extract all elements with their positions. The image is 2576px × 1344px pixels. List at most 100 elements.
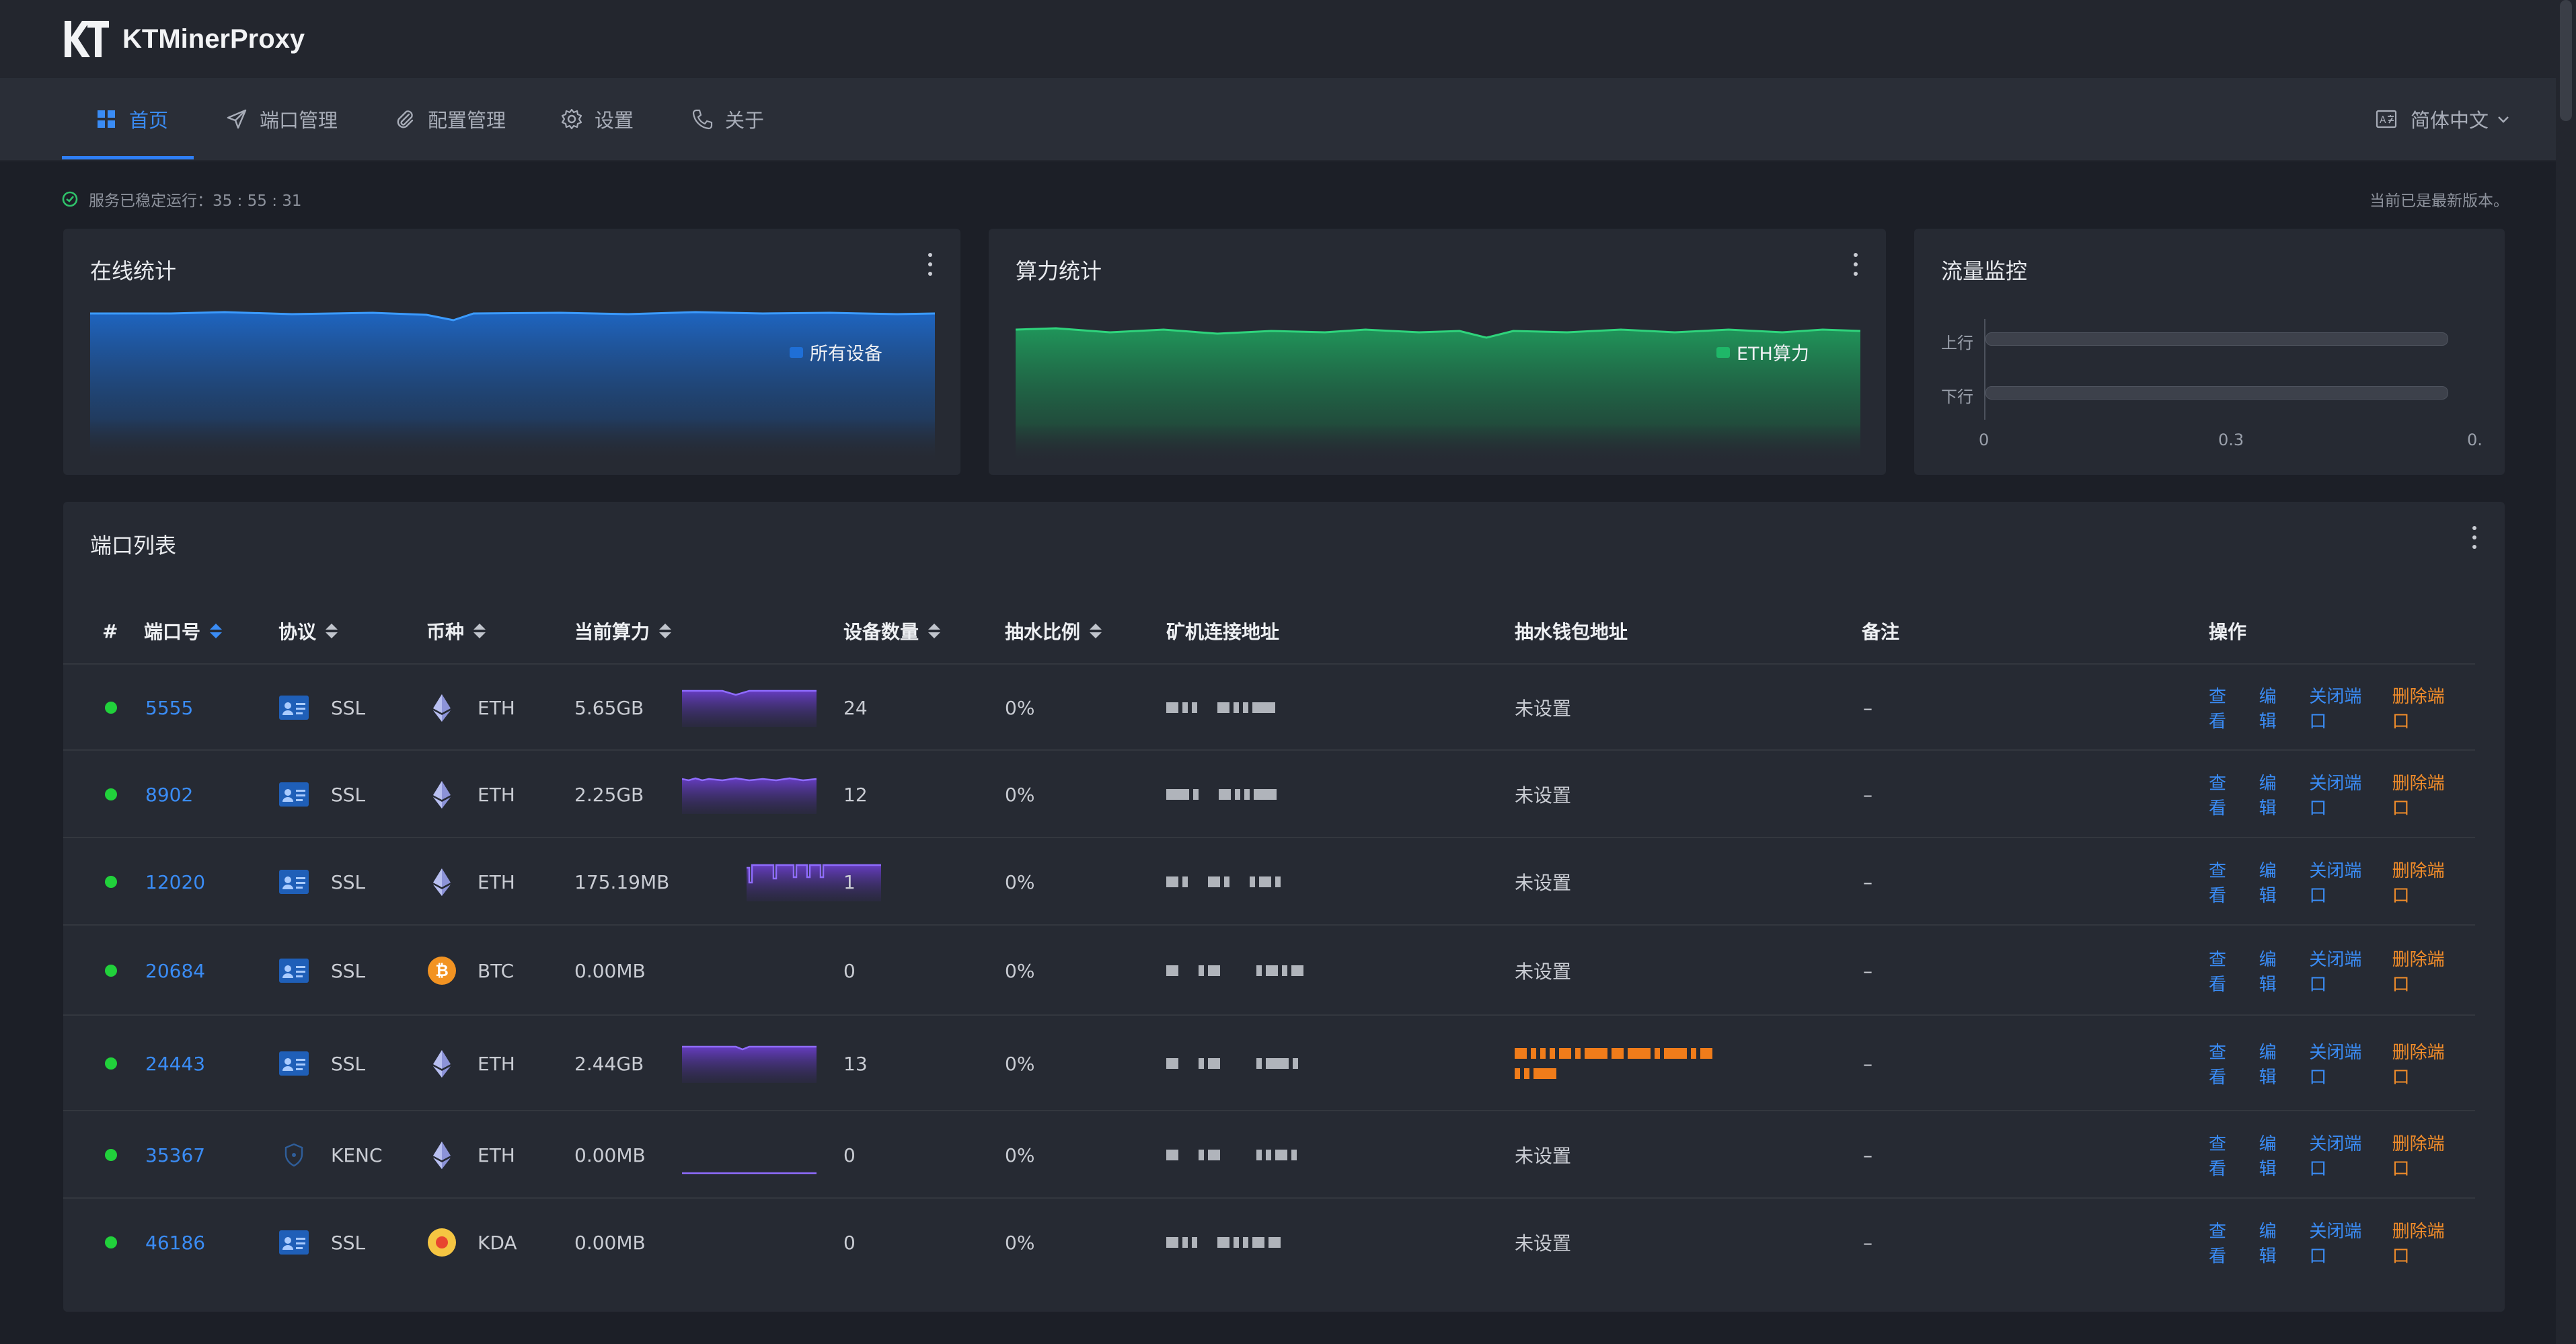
brand[interactable]: KTMinerProxy [62,17,305,61]
fee-ratio: 0% [1005,696,1035,719]
port-link[interactable]: 35367 [145,1144,206,1166]
x-tick: 0.3 [2218,431,2244,449]
col-wallet-address: 抽水钱包地址 [1515,621,1628,643]
chart-legend[interactable]: 所有设备 [790,339,882,365]
col-port[interactable]: 端口号 [144,599,223,663]
upstream-bar[interactable] [1985,332,2448,346]
close-port-button[interactable]: 关闭端口 [2309,1134,2362,1179]
view-button[interactable]: 查看 [2209,950,2227,995]
edit-button[interactable]: 编辑 [2259,1222,2277,1267]
view-button[interactable]: 查看 [2209,1043,2227,1088]
status-online-dot [105,965,117,977]
view-button[interactable]: 查看 [2209,861,2227,906]
gear-icon [561,108,582,130]
nav-item-settings[interactable]: 设置 [561,78,634,160]
app-header: KTMinerProxy [0,0,2576,78]
close-port-button[interactable]: 关闭端口 [2309,687,2362,732]
chart-legend[interactable]: ETH算力 [1716,339,1809,365]
eth-icon [433,694,451,722]
nav-label: 首页 [129,109,169,132]
x-tick: 0. [2467,431,2483,449]
close-port-button[interactable]: 关闭端口 [2309,950,2362,995]
delete-port-button[interactable]: 删除端口 [2392,861,2445,906]
col-hashrate[interactable]: 当前算力 [574,599,672,663]
protocol-label: SSL [331,1231,366,1254]
sort-icon[interactable] [210,624,223,638]
close-port-button[interactable]: 关闭端口 [2309,774,2362,819]
edit-button[interactable]: 编辑 [2259,774,2277,819]
more-menu-icon[interactable] [925,253,935,276]
hashrate-value: 5.65GB [574,696,644,719]
page-scrollbar[interactable] [2556,0,2576,1344]
port-link[interactable]: 12020 [145,870,206,893]
nav-item-about[interactable]: 关于 [691,78,764,160]
col-protocol[interactable]: 协议 [278,599,338,663]
nav-item-home[interactable]: 首页 [96,78,168,160]
coin-label: ETH [478,1052,515,1075]
hashrate-sparkline [682,689,817,727]
col-coin[interactable]: 币种 [426,599,486,663]
view-button[interactable]: 查看 [2209,687,2227,732]
wallet-address [1515,1016,1716,1111]
sort-icon[interactable] [659,624,672,638]
delete-port-button[interactable]: 删除端口 [2392,687,2445,732]
col-devices[interactable]: 设备数量 [843,599,941,663]
hashrate-value: 0.00MB [574,1231,646,1254]
more-menu-icon[interactable] [2470,526,2479,549]
scrollbar-thumb[interactable] [2560,0,2572,121]
table-row: 35367 KENC ETH 0.00MB 0 0% 未设置 – 查看 编辑 关… [63,1110,2475,1199]
close-port-button[interactable]: 关闭端口 [2309,1043,2362,1088]
more-menu-icon[interactable] [1851,253,1860,276]
delete-port-button[interactable]: 删除端口 [2392,1134,2445,1179]
port-link[interactable]: 5555 [145,696,194,719]
downstream-bar[interactable] [1985,386,2448,400]
sort-icon[interactable] [928,624,941,638]
coin-label: ETH [478,870,515,893]
sort-icon[interactable] [326,624,338,638]
wallet-address: 未设置 [1515,698,1572,720]
note: – [1863,1052,1872,1075]
sort-icon[interactable] [1090,624,1102,638]
close-port-button[interactable]: 关闭端口 [2309,861,2362,906]
wallet-address-redacted [1515,1048,1716,1059]
edit-button[interactable]: 编辑 [2259,1043,2277,1088]
edit-button[interactable]: 编辑 [2259,950,2277,995]
port-link[interactable]: 8902 [145,783,194,806]
eth-icon [433,868,451,896]
delete-port-button[interactable]: 删除端口 [2392,1222,2445,1267]
coin-label: ETH [478,1144,515,1166]
note: – [1863,959,1872,982]
hashrate-stats-card: 算力统计 ETH算力 [989,229,1886,475]
edit-button[interactable]: 编辑 [2259,687,2277,732]
view-button[interactable]: 查看 [2209,1134,2227,1179]
port-link[interactable]: 24443 [145,1052,206,1075]
ssl-card-icon [279,870,309,894]
delete-port-button[interactable]: 删除端口 [2392,1043,2445,1088]
sort-icon[interactable] [473,624,486,638]
nav-item-port-management[interactable]: 端口管理 [226,78,338,160]
col-operations: 操作 [2209,621,2247,643]
nav-label: 关于 [725,109,765,132]
port-link[interactable]: 46186 [145,1231,206,1254]
status-online-dot [105,788,117,800]
port-link[interactable]: 20684 [145,959,206,982]
close-port-button[interactable]: 关闭端口 [2309,1222,2362,1267]
online-area-chart [90,311,935,464]
note: – [1863,696,1872,719]
ssl-card-icon [279,1230,309,1255]
delete-port-button[interactable]: 删除端口 [2392,950,2445,995]
view-button[interactable]: 查看 [2209,1222,2227,1267]
nav-item-config-management[interactable]: 配置管理 [394,78,506,160]
language-select[interactable]: A 简体中文 [2376,78,2510,160]
view-button[interactable]: 查看 [2209,774,2227,819]
col-fee[interactable]: 抽水比例 [1005,599,1102,663]
protocol-label: SSL [331,696,366,719]
table-row: 8902 SSL ETH 2.25GB 12 0% 未设置 – 查看 编辑 关闭… [63,749,2475,838]
language-label: 简体中文 [2410,109,2489,132]
edit-button[interactable]: 编辑 [2259,1134,2277,1179]
delete-port-button[interactable]: 删除端口 [2392,774,2445,819]
nav-label: 设置 [595,109,634,132]
edit-button[interactable]: 编辑 [2259,861,2277,906]
table-header: # 端口号 协议 币种 当前算力 设备数量 抽水比例 矿机连接地址 抽水钱包地址… [63,599,2475,663]
fee-ratio: 0% [1005,1144,1035,1166]
